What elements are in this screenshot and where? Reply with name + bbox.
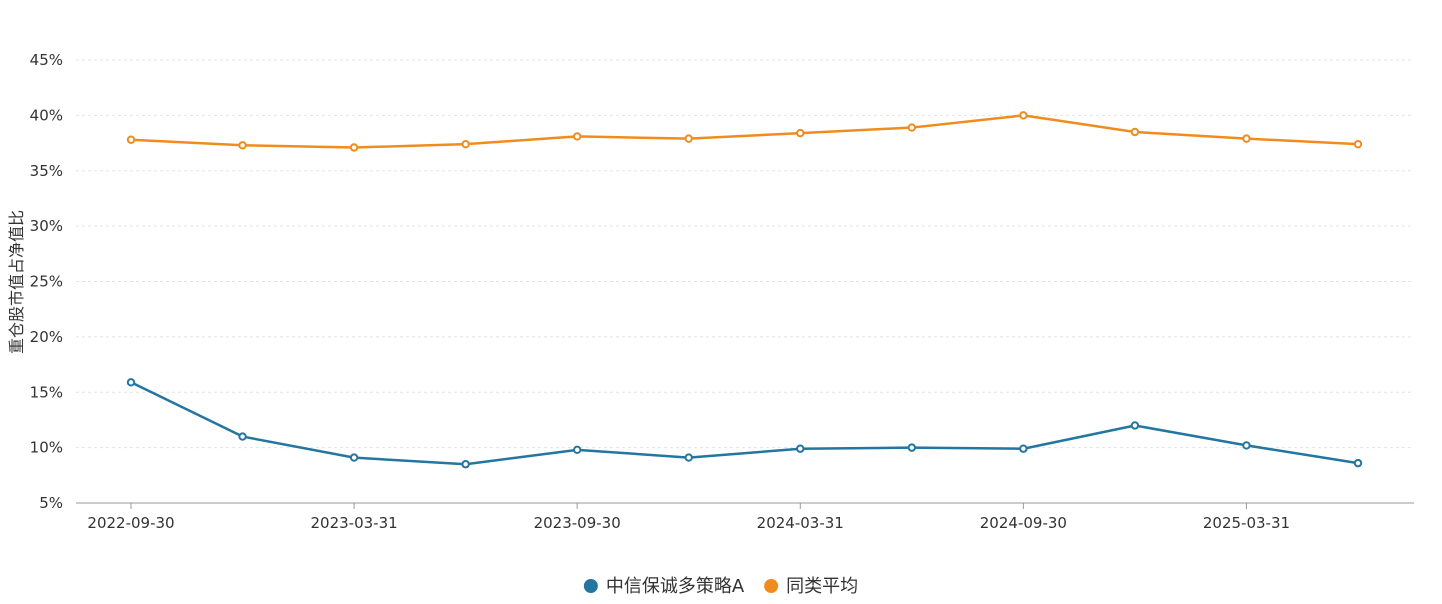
- data-point[interactable]: [907, 443, 917, 452]
- x-tick-label: 2024-09-30: [980, 514, 1067, 532]
- data-point[interactable]: [684, 134, 693, 143]
- series-1: [126, 378, 1363, 469]
- data-point[interactable]: [126, 378, 136, 387]
- legend-marker: [583, 579, 598, 593]
- data-point[interactable]: [461, 460, 470, 469]
- data-point[interactable]: [349, 453, 359, 462]
- data-point[interactable]: [1353, 458, 1363, 468]
- series-2: [126, 111, 1363, 152]
- y-tick-label: 30%: [30, 217, 63, 235]
- legend-marker: [764, 579, 779, 593]
- data-point[interactable]: [126, 135, 136, 144]
- data-point[interactable]: [1130, 421, 1140, 430]
- data-point[interactable]: [796, 128, 805, 138]
- legend[interactable]: 中信保诚多策略A 同类平均: [583, 576, 858, 597]
- y-axis-title: 重仓股市值占净值比: [7, 210, 26, 354]
- data-point[interactable]: [1019, 444, 1028, 453]
- data-point[interactable]: [572, 132, 582, 141]
- data-point[interactable]: [1242, 441, 1251, 450]
- x-tick-label: 2023-09-30: [534, 514, 621, 532]
- x-tick-label: 2024-03-31: [757, 514, 844, 532]
- data-point[interactable]: [572, 445, 582, 455]
- y-tick-label: 15%: [30, 383, 63, 401]
- y-axis-ticks: 5% 10% 15% 20% 25% 30% 35% 40% 45%: [30, 51, 63, 512]
- y-tick-label: 20%: [30, 328, 63, 346]
- y-tick-label: 45%: [30, 51, 63, 69]
- data-point[interactable]: [349, 143, 359, 152]
- data-point[interactable]: [238, 141, 247, 150]
- series-lines: [126, 111, 1363, 469]
- legend-item-2[interactable]: 同类平均: [764, 576, 858, 597]
- data-point[interactable]: [1019, 111, 1028, 120]
- x-tick-label: 2023-03-31: [310, 514, 397, 532]
- x-tick-label: 2022-09-30: [87, 514, 174, 532]
- data-point[interactable]: [796, 444, 805, 453]
- x-tick-label: 2025-03-31: [1203, 514, 1290, 532]
- y-tick-label: 10%: [30, 439, 63, 457]
- y-tick-label: 5%: [39, 494, 63, 512]
- series-line: [130, 114, 1359, 149]
- y-tick-label: 40%: [30, 106, 63, 124]
- legend-item-1[interactable]: 中信保诚多策略A: [583, 576, 745, 597]
- legend-label: 中信保诚多策略A: [606, 576, 745, 597]
- legend-label: 同类平均: [786, 576, 858, 597]
- y-tick-label: 25%: [30, 273, 63, 291]
- data-point[interactable]: [1353, 139, 1363, 149]
- data-point[interactable]: [684, 453, 693, 462]
- data-point[interactable]: [461, 139, 470, 149]
- data-point[interactable]: [238, 432, 247, 441]
- gridlines: [76, 59, 1414, 449]
- data-point[interactable]: [1130, 127, 1140, 137]
- x-axis-ticks: 2022-09-30 2023-03-31 2023-09-30 2024-03-31…: [87, 503, 1290, 532]
- y-tick-label: 35%: [30, 162, 63, 180]
- series-line: [130, 381, 1359, 466]
- data-point[interactable]: [1242, 134, 1251, 143]
- data-point[interactable]: [907, 123, 917, 132]
